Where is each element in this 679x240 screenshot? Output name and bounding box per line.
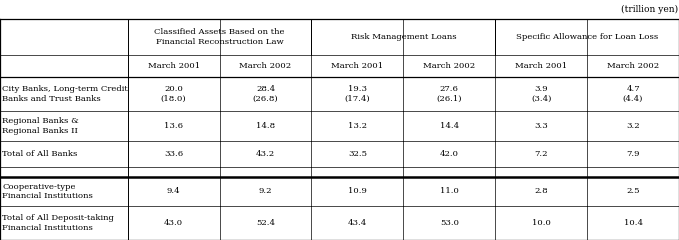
Text: City Banks, Long-term Credit
Banks and Trust Banks: City Banks, Long-term Credit Banks and T… <box>2 85 128 103</box>
Text: 7.9: 7.9 <box>626 150 640 158</box>
Text: 19.3
(17.4): 19.3 (17.4) <box>344 85 370 103</box>
Text: 3.3: 3.3 <box>534 122 548 130</box>
Text: 3.2: 3.2 <box>626 122 640 130</box>
Text: Cooperative-type
Financial Institutions: Cooperative-type Financial Institutions <box>2 182 93 200</box>
Text: March 2001: March 2001 <box>515 62 567 70</box>
Text: 13.6: 13.6 <box>164 122 183 130</box>
Text: Risk Management Loans: Risk Management Loans <box>350 33 456 41</box>
Text: 3.9
(3.4): 3.9 (3.4) <box>531 85 551 103</box>
Text: Classified Assets Based on the
Financial Reconstruction Law: Classified Assets Based on the Financial… <box>154 28 285 46</box>
Text: (trillion yen): (trillion yen) <box>621 5 678 14</box>
Text: 10.0: 10.0 <box>532 219 551 227</box>
Text: 4.7
(4.4): 4.7 (4.4) <box>623 85 643 103</box>
Text: 11.0: 11.0 <box>440 187 459 195</box>
Text: 27.6
(26.1): 27.6 (26.1) <box>437 85 462 103</box>
Text: Total of All Banks: Total of All Banks <box>2 150 77 158</box>
Text: 42.0: 42.0 <box>440 150 459 158</box>
Text: 43.0: 43.0 <box>164 219 183 227</box>
Text: 43.4: 43.4 <box>348 219 367 227</box>
Text: 10.4: 10.4 <box>623 219 642 227</box>
Text: 9.2: 9.2 <box>259 187 272 195</box>
Text: 7.2: 7.2 <box>534 150 548 158</box>
Text: March 2002: March 2002 <box>423 62 475 70</box>
Text: 10.9: 10.9 <box>348 187 367 195</box>
Text: March 2002: March 2002 <box>607 62 659 70</box>
Text: March 2001: March 2001 <box>147 62 200 70</box>
Text: 14.8: 14.8 <box>256 122 275 130</box>
Text: 43.2: 43.2 <box>256 150 275 158</box>
Text: 13.2: 13.2 <box>348 122 367 130</box>
Text: 28.4
(26.8): 28.4 (26.8) <box>253 85 278 103</box>
Text: March 2001: March 2001 <box>331 62 384 70</box>
Text: 14.4: 14.4 <box>440 122 459 130</box>
Text: Specific Allowance for Loan Loss: Specific Allowance for Loan Loss <box>516 33 658 41</box>
Text: 53.0: 53.0 <box>440 219 459 227</box>
Text: 33.6: 33.6 <box>164 150 183 158</box>
Text: Total of All Deposit-taking
Financial Institutions: Total of All Deposit-taking Financial In… <box>2 214 114 232</box>
Text: 2.8: 2.8 <box>534 187 548 195</box>
Text: 32.5: 32.5 <box>348 150 367 158</box>
Text: March 2002: March 2002 <box>240 62 291 70</box>
Text: Regional Banks &
Regional Banks II: Regional Banks & Regional Banks II <box>2 117 79 135</box>
Text: 52.4: 52.4 <box>256 219 275 227</box>
Text: 9.4: 9.4 <box>167 187 181 195</box>
Text: 2.5: 2.5 <box>626 187 640 195</box>
Text: 20.0
(18.0): 20.0 (18.0) <box>161 85 187 103</box>
